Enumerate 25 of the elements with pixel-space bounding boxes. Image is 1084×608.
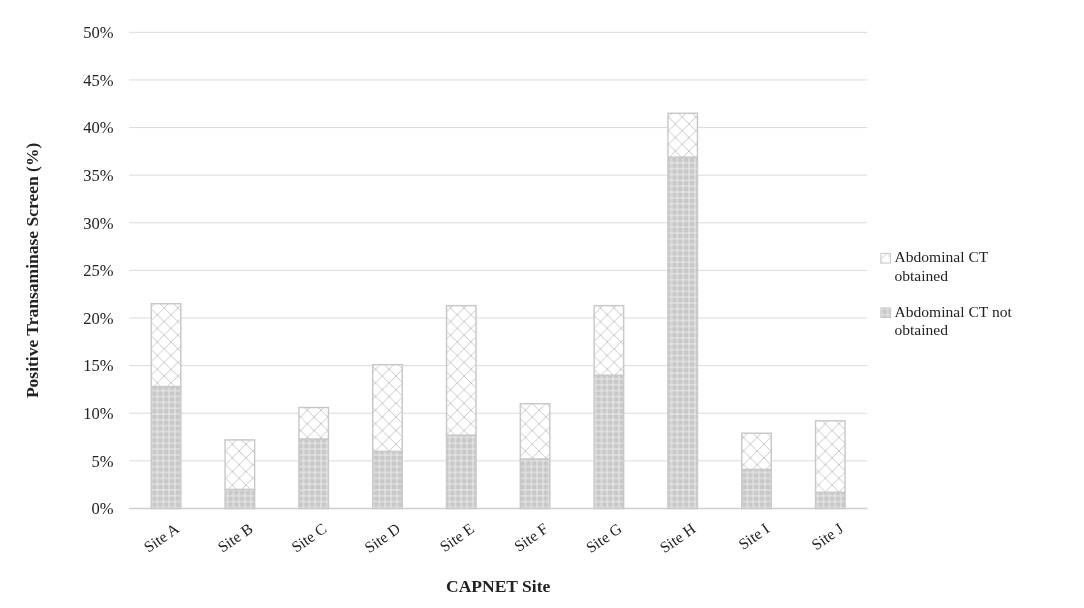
y-tick-label: 45% — [83, 70, 114, 90]
x-tick-label: Site A — [140, 519, 183, 556]
x-tick-label: Site C — [288, 519, 330, 556]
y-tick-label: 35% — [83, 165, 114, 185]
y-tick-label: 30% — [83, 213, 114, 233]
x-tick-label: Site J — [808, 519, 847, 554]
y-tick-label: 40% — [83, 118, 114, 138]
x-tick-label: Site B — [214, 519, 256, 556]
x-tick-label: Site G — [582, 519, 625, 557]
legend-label: Abdominal CT not obtained — [894, 302, 1013, 339]
x-tick-label: Site H — [656, 519, 699, 557]
y-tick-label: 0% — [91, 499, 114, 519]
x-tick-label: Site D — [361, 519, 404, 557]
x-tick-label: Site F — [510, 519, 552, 555]
legend-label: Abdominal CT obtained — [894, 248, 989, 284]
y-tick-label: 10% — [83, 404, 114, 424]
y-tick-label: 5% — [91, 451, 114, 471]
y-tick-label: 15% — [83, 356, 114, 376]
y-tick-label: 50% — [83, 23, 114, 43]
y-axis-title: Positive Transaminase Screen (%) — [21, 142, 42, 399]
x-axis-title: CAPNET Site — [446, 576, 551, 597]
y-tick-label: 20% — [83, 308, 114, 328]
y-tick-label: 25% — [83, 261, 114, 281]
x-tick-label: Site I — [735, 519, 773, 553]
x-tick-label: Site E — [436, 519, 478, 556]
